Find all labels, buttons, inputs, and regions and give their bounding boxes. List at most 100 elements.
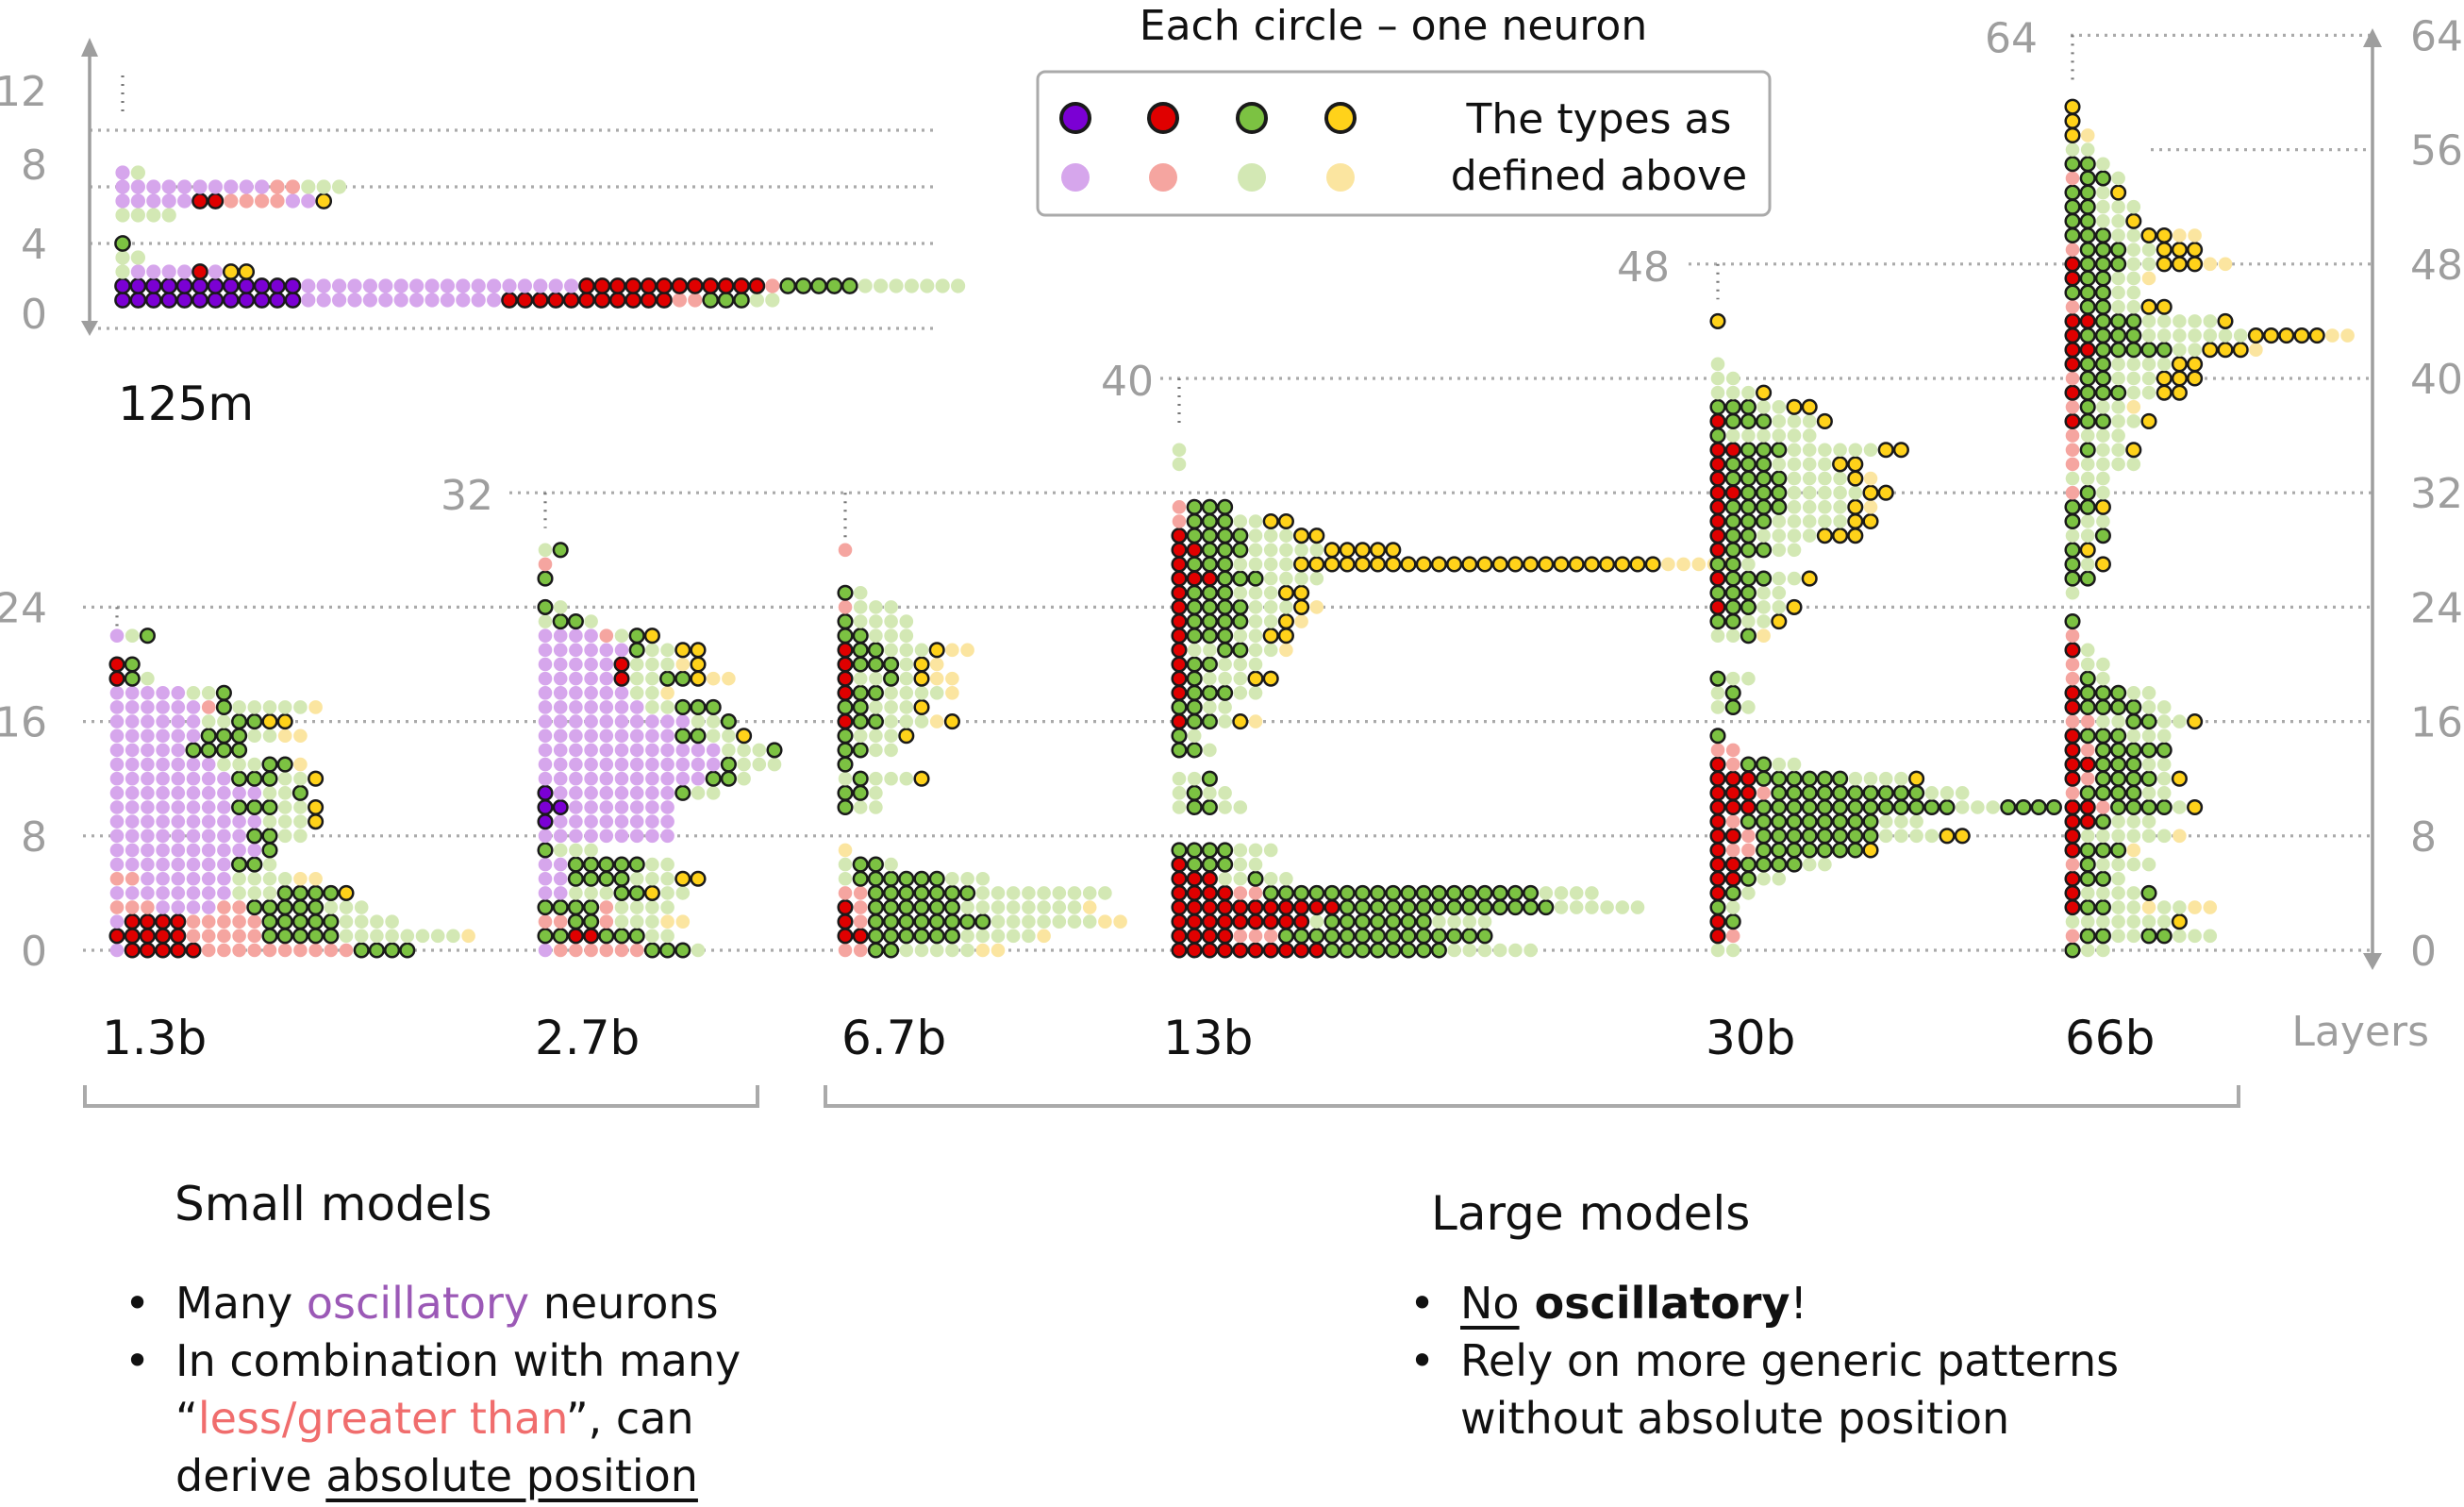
neuron-green-light <box>2126 929 2141 944</box>
neuron-yellow <box>2156 370 2173 387</box>
neuron-red <box>837 684 854 701</box>
neuron-green-light <box>869 771 883 786</box>
neuron-green <box>1186 842 1203 859</box>
neuron-green <box>1740 484 1756 501</box>
neuron-red <box>2064 356 2081 373</box>
neuron-yellow <box>1476 556 1493 573</box>
neuron-purple-light <box>156 843 170 858</box>
neuron-green <box>124 656 141 673</box>
neuron-green <box>139 628 156 645</box>
neuron-green <box>2079 256 2096 273</box>
neuron-red-light <box>2080 743 2095 758</box>
neuron-purple-light <box>584 728 598 744</box>
neuron-purple-light <box>538 829 553 844</box>
neuron-green-light <box>838 871 853 886</box>
neuron-red <box>837 670 854 687</box>
neuron-green <box>1740 498 1756 515</box>
neuron-yellow-light <box>991 943 1006 958</box>
neuron-red-light <box>1233 886 1248 900</box>
neuron-purple-light <box>141 757 155 772</box>
neuron-green-light <box>691 714 706 728</box>
neuron-red <box>1709 456 1726 473</box>
neuron-purple <box>144 277 162 294</box>
neuron-green-light <box>899 614 914 628</box>
neuron-green-light <box>1833 443 1847 458</box>
neuron-green <box>852 628 869 645</box>
neuron-purple-light <box>425 293 440 308</box>
neuron-red <box>1724 856 1741 873</box>
neuron-purple-light <box>599 757 614 772</box>
neuron-green-light <box>1772 400 1787 414</box>
neuron-green-light <box>899 671 914 686</box>
neuron-purple-light <box>645 771 659 786</box>
axis-arrow <box>2363 28 2382 47</box>
neuron-green <box>867 656 884 673</box>
neuron-purple-light <box>186 800 201 814</box>
neuron-purple-light <box>186 814 201 829</box>
neuron-green-light <box>2141 829 2156 844</box>
neuron-purple-light <box>217 829 231 844</box>
neuron-red <box>1709 770 1726 787</box>
neuron-green <box>628 928 645 945</box>
neuron-green <box>852 684 869 701</box>
legend-swatch-green <box>1236 102 1268 134</box>
neuron-purple-light <box>645 743 659 758</box>
neuron-green <box>2079 412 2096 430</box>
neuron-green <box>552 928 569 945</box>
neuron-green-light <box>752 743 767 758</box>
neuron-green-light <box>2111 171 2125 186</box>
neuron-purple-light <box>109 857 125 872</box>
neuron-green-light <box>884 857 898 872</box>
neuron-green <box>2140 342 2157 359</box>
neuron-purple <box>222 292 240 309</box>
neuron-green <box>1171 698 1188 716</box>
neuron-green <box>2110 256 2127 273</box>
neuron-green-light <box>1203 643 1217 658</box>
neuron-purple-light <box>171 771 186 786</box>
neuron-green <box>1430 942 1447 959</box>
neuron-red <box>1293 942 1310 959</box>
neuron-yellow <box>2171 370 2188 387</box>
neuron-green <box>702 292 720 309</box>
neuron-purple-light <box>553 743 568 758</box>
neuron-green-light <box>853 671 868 686</box>
neuron-green-light <box>1248 657 1263 672</box>
neuron-green <box>2079 899 2096 916</box>
neuron-green-light <box>1787 414 1802 428</box>
neuron-green-light <box>1725 900 1740 914</box>
neuron-green-light <box>553 843 568 858</box>
neuron-purple-light <box>125 757 140 772</box>
neuron-green-light <box>899 628 914 643</box>
neuron-green <box>1724 684 1741 701</box>
neuron-purple <box>129 292 147 309</box>
neuron-green-light <box>2111 829 2125 844</box>
neuron-purple-light <box>553 757 568 772</box>
neuron-green <box>2125 713 2142 730</box>
neuron-red-light <box>109 871 125 886</box>
neuron-yellow-light <box>960 643 974 658</box>
neuron-purple-light <box>569 814 583 829</box>
neuron-purple <box>207 292 225 309</box>
neuron-purple-light <box>629 714 644 728</box>
neuron-green <box>2110 756 2127 773</box>
neuron-green-light <box>869 628 883 643</box>
neuron-purple-light <box>141 686 155 700</box>
neuron-red <box>2064 742 2081 759</box>
neuron-purple-light <box>125 700 140 714</box>
large-b2-l2: without absolute position <box>1460 1393 2010 1444</box>
neuron-purple-light <box>109 743 125 758</box>
neuron-green-light <box>1725 428 1740 443</box>
neuron-purple-light <box>614 686 629 700</box>
neuron-green <box>1832 798 1849 816</box>
neuron-green-light <box>277 871 292 886</box>
neuron-green-light <box>1508 943 1523 958</box>
neuron-green-light <box>2126 385 2141 400</box>
neuron-red <box>2064 828 2081 845</box>
neuron-purple-light <box>675 743 691 758</box>
neuron-purple-light <box>177 179 192 194</box>
neuron-green <box>1186 742 1203 759</box>
legend: Each circle – one neuron The types as de… <box>1036 2 1772 217</box>
neuron-green-light <box>920 278 935 293</box>
neuron-yellow <box>2293 327 2310 344</box>
neuron-purple-light <box>660 757 674 772</box>
